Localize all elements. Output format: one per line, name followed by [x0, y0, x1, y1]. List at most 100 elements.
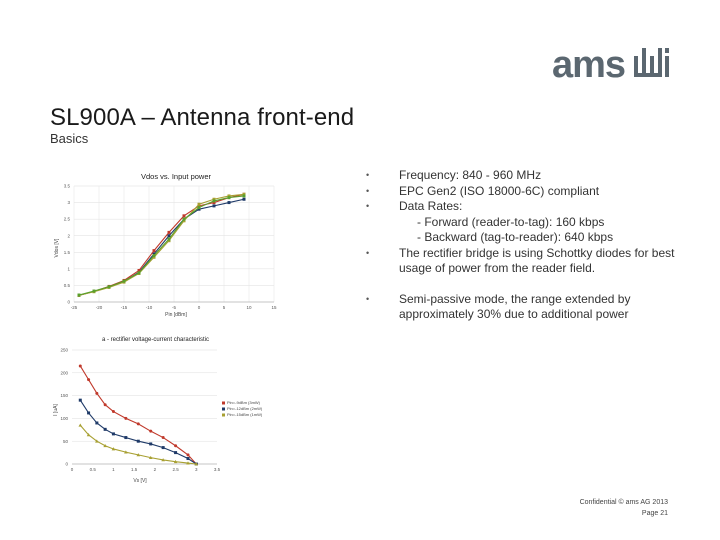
y-tick-label: 250	[60, 348, 68, 353]
data-point	[242, 197, 246, 201]
ams-logo: ams	[552, 46, 669, 82]
chart-rectifier-voltage-current: a - rectifier voltage-current characteri…	[53, 337, 263, 484]
legend-label: Pin=-12dBm (2mW)	[227, 406, 263, 411]
data-point	[174, 451, 178, 455]
y-tick-label: 3.5	[64, 184, 71, 189]
bullet-list: • Frequency: 840 - 960 MHz • EPC Gen2 (I…	[366, 168, 696, 323]
series-line	[78, 193, 245, 296]
data-point	[148, 455, 153, 460]
data-point	[242, 194, 246, 198]
x-tick-label: 15	[271, 305, 277, 310]
data-point	[167, 230, 171, 234]
legend-label: Pin=-15dBm (1mW)	[227, 412, 263, 417]
data-point	[95, 439, 99, 443]
y-tick-label: 3	[67, 200, 70, 205]
bullet-dot: •	[366, 201, 370, 211]
data-point	[212, 199, 216, 203]
x-tick-label: -25	[71, 305, 78, 310]
x-tick-label: 0.5	[90, 467, 97, 472]
data-point	[124, 436, 128, 440]
data-point	[111, 410, 115, 414]
bullet-text: The rectifier bridge is using Schottky d…	[399, 245, 675, 276]
legend-item: Pin=-9dBm (3mW)	[222, 400, 261, 405]
data-point	[186, 461, 190, 465]
data-point	[137, 271, 141, 275]
bullet-rectifier: • The rectifier bridge is using Schottky…	[366, 246, 696, 277]
bullet-text: Frequency: 840 - 960 MHz	[399, 168, 542, 182]
logo-text: ams	[552, 46, 625, 82]
chart2-xlabel: Vs [V]	[133, 478, 147, 484]
chart1-ylabel: Vdos [V]	[54, 238, 60, 258]
bullet-dot: •	[366, 247, 370, 258]
series-4	[77, 194, 246, 297]
data-point	[197, 206, 201, 210]
chart2-ylabel: I [uA]	[53, 404, 59, 416]
y-tick-label: 1	[67, 266, 70, 271]
x-tick-label: 2	[154, 467, 157, 472]
x-tick-label: -5	[172, 305, 176, 310]
legend-swatch	[222, 407, 225, 411]
page-subtitle: Basics	[50, 131, 89, 146]
data-point	[103, 403, 107, 407]
y-tick-label: 100	[60, 416, 68, 421]
data-point	[152, 249, 156, 253]
data-point	[182, 217, 186, 221]
x-tick-label: 5	[223, 305, 226, 310]
data-point	[194, 462, 199, 466]
chart2-title: a - rectifier voltage-current characteri…	[102, 337, 209, 343]
data-point	[197, 207, 201, 211]
sub-bullet-forward: - Forward (reader-to-tag): 160 kbps	[417, 214, 605, 229]
legend-swatch	[222, 413, 225, 417]
footer: Confidential © ams AG 2013 Page 21	[580, 497, 668, 519]
data-point	[212, 204, 216, 208]
bullet-dot: •	[366, 185, 370, 196]
data-point	[95, 421, 99, 425]
series-line	[78, 195, 245, 296]
x-tick-label: -15	[121, 305, 128, 310]
data-point	[161, 458, 165, 462]
x-tick-label: 3	[195, 467, 198, 472]
legend-item: Pin=-12dBm (2mW)	[222, 406, 263, 411]
y-tick-label: 0	[67, 300, 70, 305]
logo-mark	[634, 48, 669, 77]
data-point	[227, 201, 231, 205]
x-tick-label: 1.5	[131, 467, 138, 472]
bullet-frequency: • Frequency: 840 - 960 MHz	[366, 168, 696, 184]
chart1-title: Vdos vs. Input power	[141, 172, 212, 181]
data-point	[149, 442, 153, 446]
data-point	[137, 269, 141, 273]
y-tick-label: 2.5	[64, 217, 71, 222]
data-point	[136, 453, 141, 457]
data-point	[242, 192, 246, 196]
data-point	[136, 439, 140, 443]
data-point	[92, 289, 96, 293]
data-point	[107, 285, 111, 289]
data-point	[111, 432, 115, 436]
data-point	[182, 219, 186, 223]
x-tick-label: 0	[71, 467, 74, 472]
bullet-epc: • EPC Gen2 (ISO 18000-6C) compliant	[366, 184, 696, 200]
sub-bullet-backward: - Backward (tag-to-reader): 640 kbps	[417, 230, 614, 244]
x-tick-label: 10	[246, 305, 252, 310]
bullet-text: Semi-passive mode, the range extended by…	[399, 291, 631, 322]
data-point	[78, 398, 82, 402]
y-tick-label: 150	[60, 393, 68, 398]
series-line	[79, 365, 197, 465]
data-point	[78, 364, 82, 368]
y-tick-label: 50	[63, 439, 69, 444]
data-point	[149, 429, 153, 433]
data-point	[167, 239, 171, 243]
y-tick-label: 2	[67, 233, 70, 238]
data-point	[103, 443, 107, 448]
x-tick-label: 2.5	[172, 467, 179, 472]
data-point	[152, 254, 156, 258]
series-3	[78, 423, 199, 466]
data-point	[197, 204, 201, 208]
data-point	[167, 237, 171, 241]
data-point	[152, 255, 156, 259]
data-point	[136, 422, 140, 426]
bullet-dot: •	[366, 293, 370, 304]
bullet-data-rates: • Data Rates:	[366, 199, 696, 215]
data-point	[186, 457, 190, 461]
data-point	[227, 194, 231, 198]
